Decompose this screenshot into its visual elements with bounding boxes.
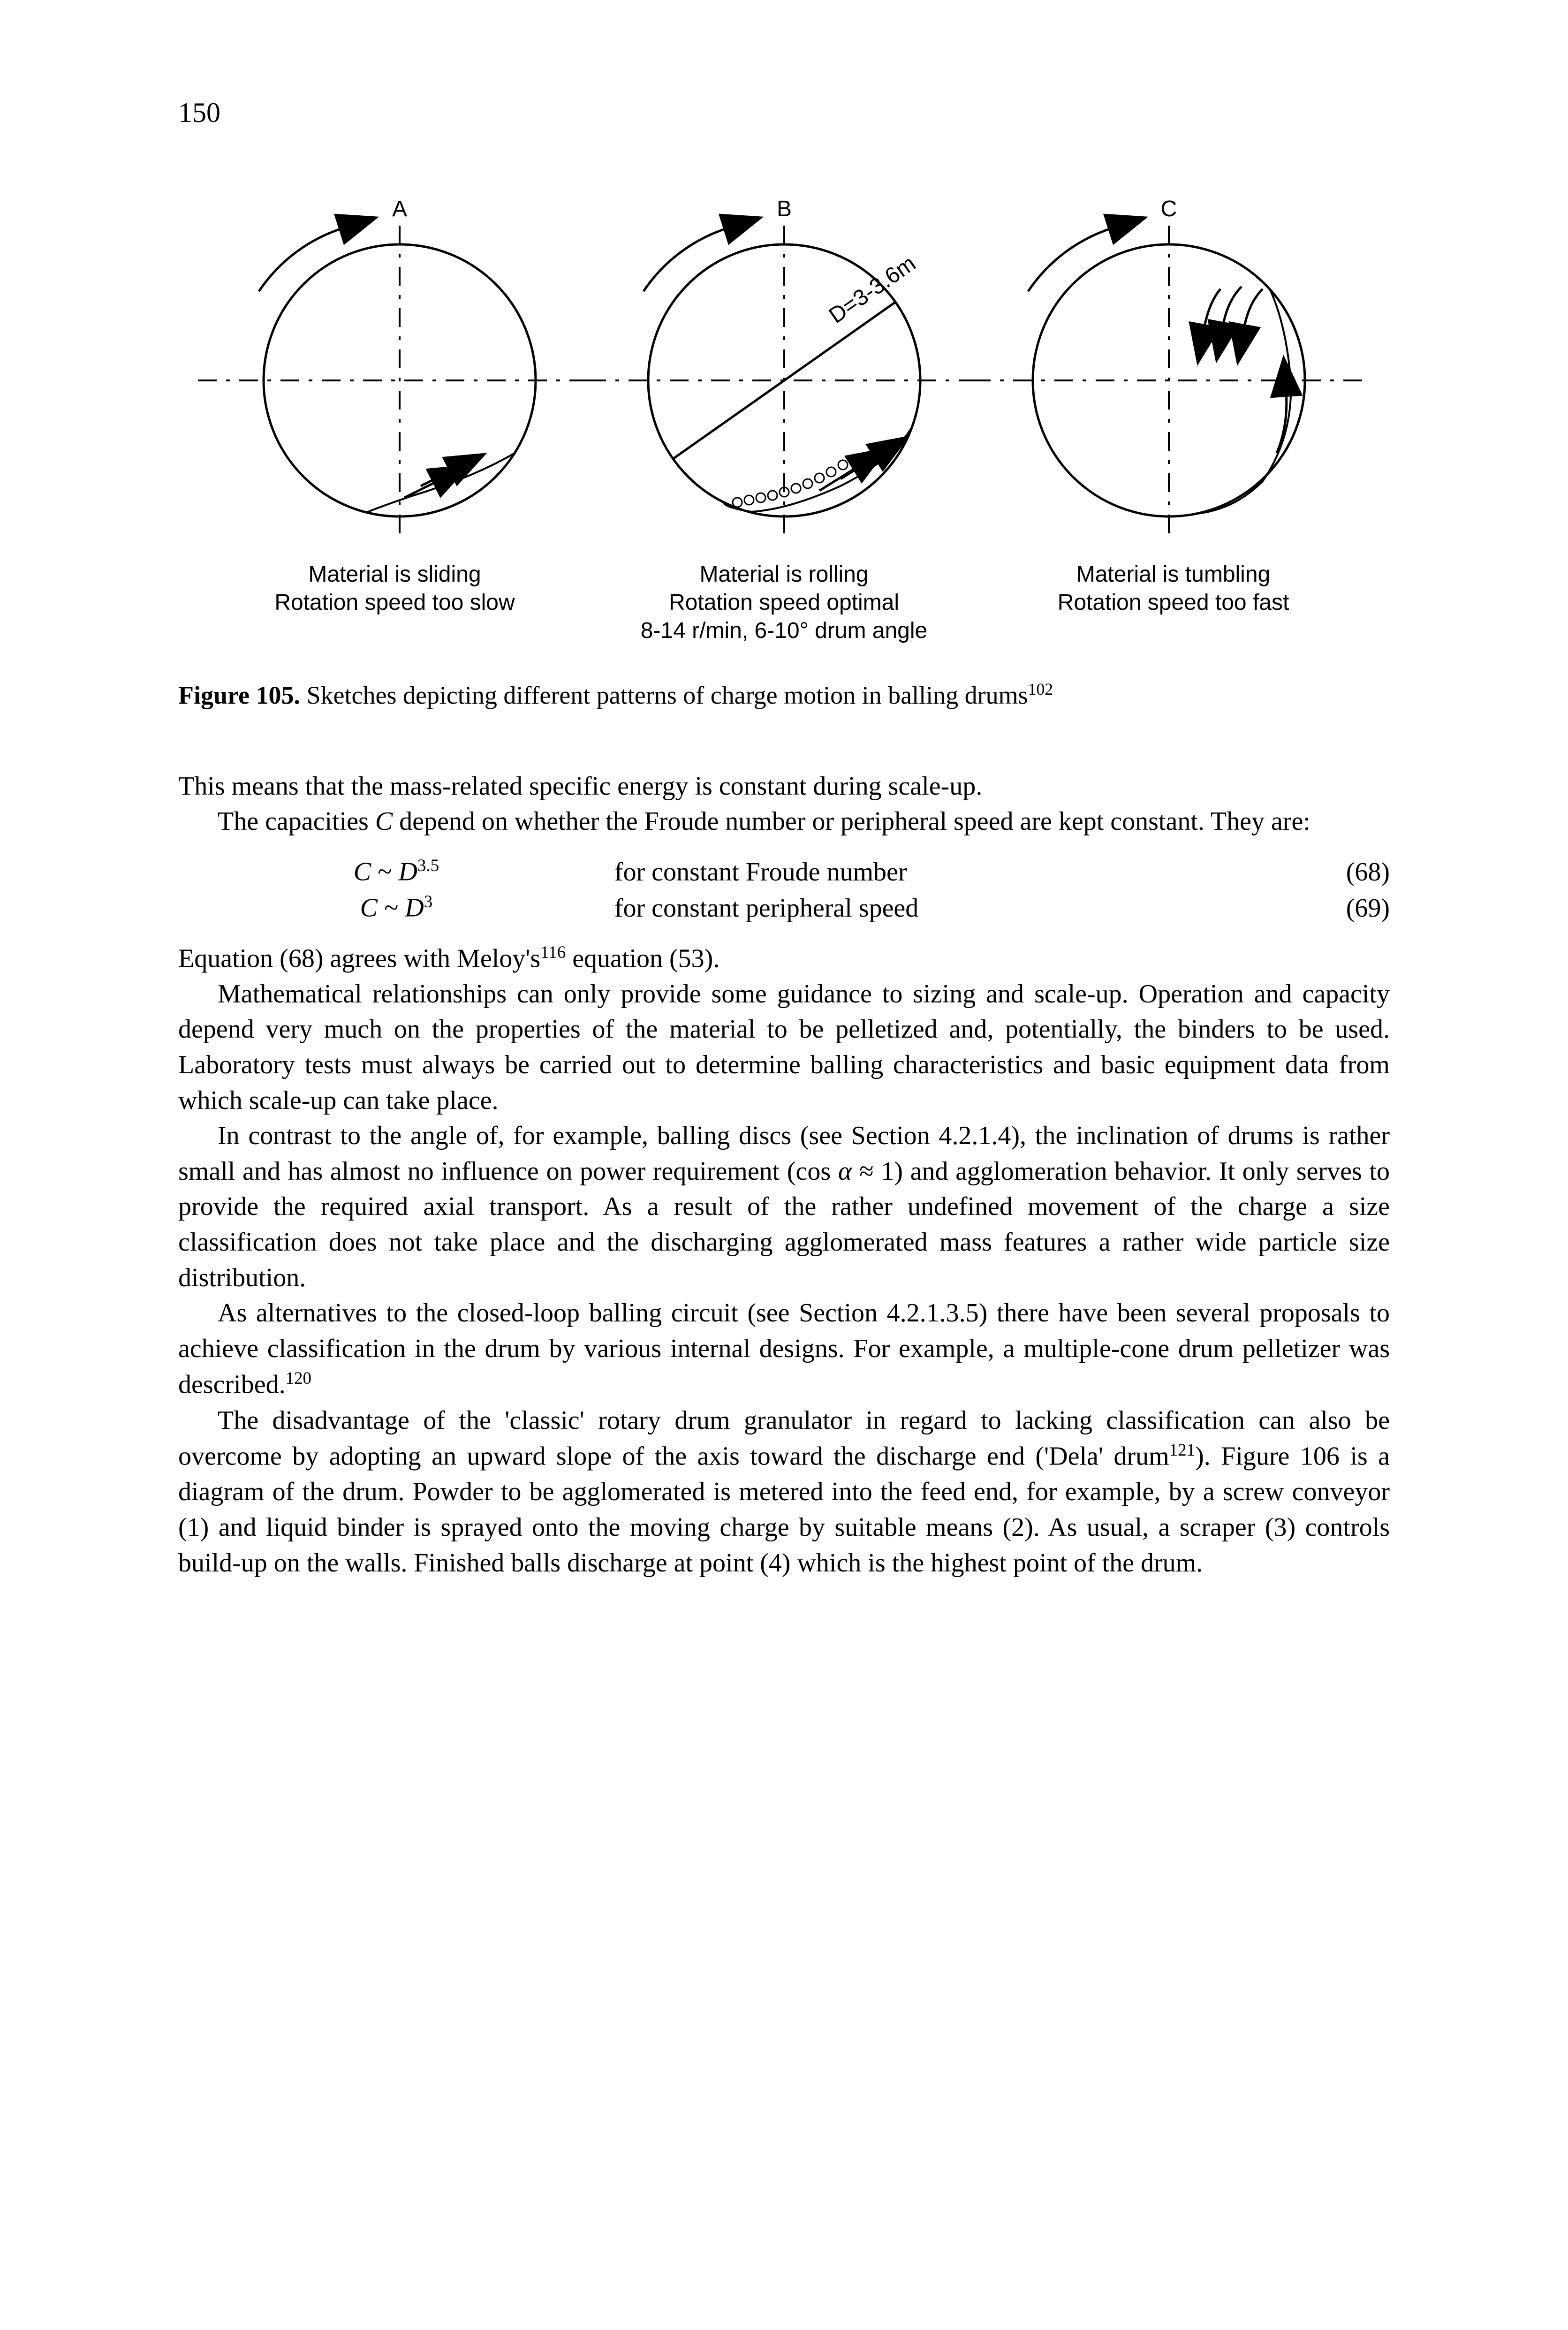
equation-block: C ~ D3.5 for constant Froude number (68)…: [178, 854, 1390, 926]
figure-105-caption: Figure 105. Sketches depicting different…: [178, 678, 1390, 713]
p3-a: Equation (68) agrees with Meloy's: [178, 944, 540, 973]
figure-caption-c: Material is tumbling Rotation speed too …: [995, 561, 1352, 645]
eq69-d: D: [405, 894, 424, 923]
equation-68: C ~ D3.5 for constant Froude number (68): [178, 854, 1390, 890]
figure-caption-bold: Figure 105.: [178, 681, 300, 709]
p3-ref: 116: [540, 942, 566, 962]
p6-a: As alternatives to the closed-loop balli…: [178, 1298, 1390, 1399]
eq69-desc: for constant peripheral speed: [614, 891, 1269, 926]
figure-label-a: A: [392, 197, 407, 221]
caption-c-line2: Rotation speed too fast: [995, 589, 1352, 617]
p5-alpha: α: [838, 1157, 852, 1186]
eq68-c: C: [354, 858, 371, 887]
body-para-4: Mathematical relationships can only prov…: [178, 977, 1390, 1118]
figure-105: .sline { stroke:#000; stroke-width:5; fi…: [178, 183, 1390, 645]
figure-caption-ref: 102: [1028, 680, 1053, 698]
figure-caption-a: Material is sliding Rotation speed too s…: [217, 561, 573, 645]
figure-caption-b: Material is rolling Rotation speed optim…: [573, 561, 995, 645]
p2-c: C: [375, 807, 393, 836]
eq68-desc: for constant Froude number: [614, 855, 1269, 890]
figure-diameter-label: D=3-3.6m: [824, 251, 920, 328]
body-para-1: This means that the mass-related specifi…: [178, 769, 1390, 804]
body-para-6: As alternatives to the closed-loop balli…: [178, 1296, 1390, 1403]
caption-b-line1: Material is rolling: [573, 561, 995, 589]
caption-a-line1: Material is sliding: [217, 561, 573, 589]
body-para-2: The capacities C depend on whether the F…: [178, 804, 1390, 840]
p2-a: The capacities: [218, 807, 375, 836]
caption-b-line3: 8-14 r/min, 6-10° drum angle: [573, 617, 995, 645]
caption-a-line2: Rotation speed too slow: [217, 589, 573, 617]
body-para-3: Equation (68) agrees with Meloy's116 equ…: [178, 941, 1390, 977]
p2-b: depend on whether the Froude number or p…: [393, 807, 1310, 836]
equation-69: C ~ D3 for constant peripheral speed (69…: [178, 890, 1390, 926]
p3-b: equation (53).: [566, 944, 720, 973]
figure-105-svg: .sline { stroke:#000; stroke-width:5; fi…: [198, 183, 1371, 559]
eq68-exp: 3.5: [417, 856, 439, 875]
figure-subcaptions: Material is sliding Rotation speed too s…: [178, 561, 1390, 645]
body-para-7: The disadvantage of the 'classic' rotary…: [178, 1403, 1390, 1581]
caption-b-line2: Rotation speed optimal: [573, 589, 995, 617]
eq68-d: D: [398, 858, 417, 887]
eq69-exp: 3: [424, 892, 432, 911]
page-container: 150 .sline { stroke:#000; stroke-width:5…: [0, 0, 1568, 2330]
figure-label-b: B: [776, 197, 791, 221]
p6-ref: 120: [286, 1368, 311, 1388]
page-number: 150: [178, 94, 1390, 132]
eq69-c: C: [360, 894, 378, 923]
figure-caption-text: Sketches depicting different patterns of…: [300, 681, 1028, 709]
caption-c-line1: Material is tumbling: [995, 561, 1352, 589]
eq69-tilde: ~: [378, 894, 405, 923]
body-para-5: In contrast to the angle of, for example…: [178, 1118, 1390, 1296]
eq69-num: (69): [1269, 891, 1390, 926]
p7-ref: 121: [1169, 1440, 1195, 1459]
eq68-tilde: ~: [371, 858, 398, 887]
figure-label-c: C: [1160, 197, 1177, 221]
eq68-num: (68): [1269, 855, 1390, 890]
